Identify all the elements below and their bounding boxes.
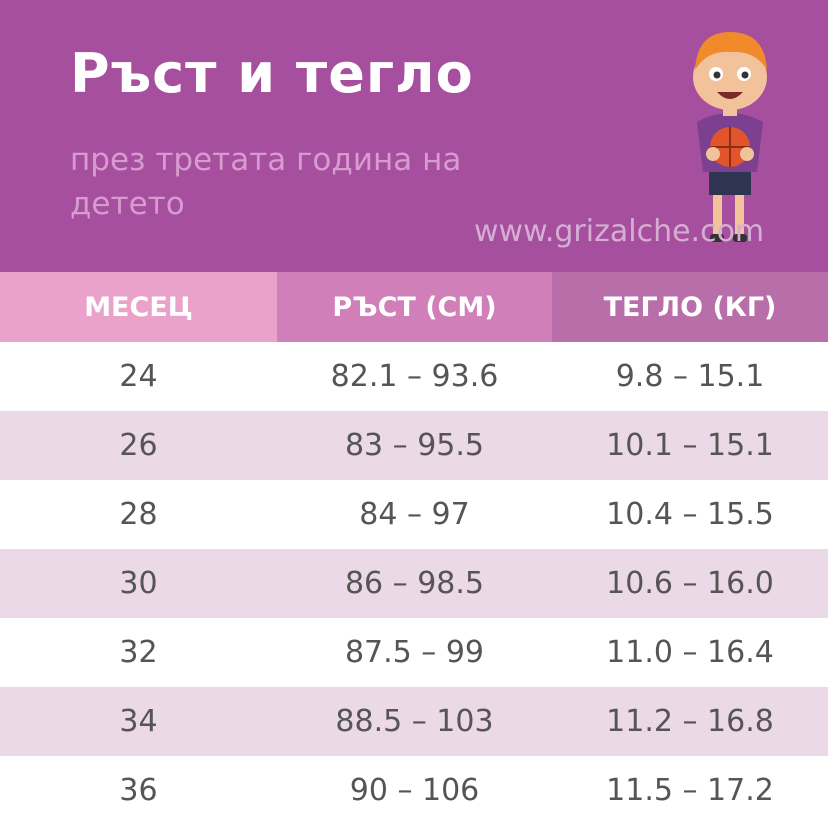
- column-header: МЕСЕЦ: [0, 272, 277, 342]
- table-cell: 34: [0, 687, 277, 756]
- title: Ръст и тегло: [70, 42, 474, 105]
- subtitle: през третата година на детето: [70, 142, 462, 222]
- table-cell: 10.6 – 16.0: [552, 549, 828, 618]
- table-cell: 10.4 – 15.5: [606, 497, 774, 532]
- boy-illustration: [693, 32, 767, 242]
- header: Ръст и тегло през третата година на дете…: [0, 0, 828, 272]
- column-header: ТЕГЛО (КГ): [552, 272, 828, 342]
- table-row: 28 84 – 97 10.4 – 15.5: [0, 480, 828, 549]
- table-row: 30 86 – 98.5 10.6 – 16.0: [0, 549, 828, 618]
- table-cell: 84 – 97: [359, 497, 470, 532]
- table-cell: 10.1 – 15.1: [552, 411, 828, 480]
- table-row: 32 87.5 – 99 11.0 – 16.4: [0, 618, 828, 687]
- table-cell: 88.5 – 103: [277, 687, 552, 756]
- table: МЕСЕЦ РЪСТ (СМ) ТЕГЛО (КГ) 24 82.1 – 93.6 9.…: [0, 272, 828, 825]
- header-row: МЕСЕЦ РЪСТ (СМ) ТЕГЛО (КГ): [0, 272, 828, 342]
- table-cell: 36: [119, 773, 158, 808]
- table-cell: 11.0 – 16.4: [606, 635, 774, 670]
- table-cell: 30: [0, 549, 277, 618]
- table-row: 26 83 – 95.5 10.1 – 15.1: [0, 411, 828, 480]
- table-row: 24 82.1 – 93.6 9.8 – 15.1: [0, 342, 828, 411]
- table-cell: 83 – 95.5: [277, 411, 552, 480]
- table-row: 34 88.5 – 103 11.2 – 16.8: [0, 687, 828, 756]
- table-cell: 28: [119, 497, 158, 532]
- column-header: РЪСТ (СМ): [277, 272, 552, 342]
- table-cell: 87.5 – 99: [344, 635, 485, 670]
- table-cell: 24: [119, 359, 158, 394]
- table-cell: 9.8 – 15.1: [615, 359, 765, 394]
- table-cell: 90 – 106: [349, 773, 480, 808]
- table-cell: 82.1 – 93.6: [330, 359, 499, 394]
- website: www.grizalche.com: [474, 214, 765, 249]
- table-cell: 86 – 98.5: [277, 549, 552, 618]
- table-cell: 11.2 – 16.8: [552, 687, 828, 756]
- table-cell: 26: [0, 411, 277, 480]
- table-row: 36 90 – 106 11.5 – 17.2: [0, 756, 828, 825]
- table-cell: 32: [119, 635, 158, 670]
- table-cell: 11.5 – 17.2: [606, 773, 774, 808]
